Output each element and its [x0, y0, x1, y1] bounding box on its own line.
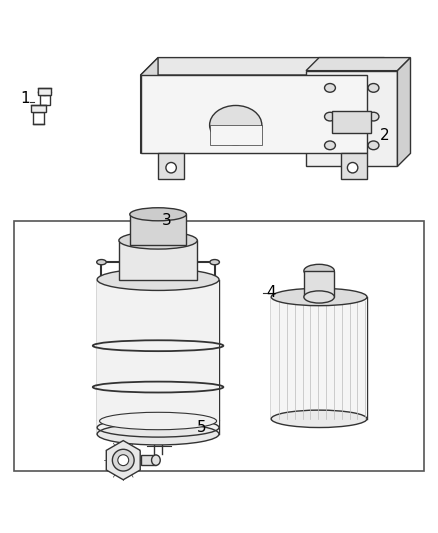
- Polygon shape: [306, 58, 410, 71]
- Ellipse shape: [97, 423, 219, 445]
- Circle shape: [166, 163, 177, 173]
- Ellipse shape: [325, 84, 336, 92]
- Bar: [40, 94, 50, 106]
- Polygon shape: [141, 136, 385, 154]
- Ellipse shape: [325, 141, 336, 150]
- Polygon shape: [141, 75, 367, 154]
- Ellipse shape: [304, 291, 334, 303]
- Bar: [130, 214, 186, 245]
- Ellipse shape: [99, 413, 216, 430]
- Ellipse shape: [271, 410, 367, 427]
- Bar: [14, 221, 424, 471]
- Bar: [31, 106, 46, 112]
- Ellipse shape: [368, 112, 379, 121]
- Polygon shape: [271, 297, 367, 419]
- Polygon shape: [397, 58, 410, 166]
- Polygon shape: [306, 71, 397, 166]
- Ellipse shape: [119, 232, 197, 249]
- Polygon shape: [141, 58, 158, 154]
- Bar: [332, 111, 371, 133]
- Bar: [39, 88, 51, 94]
- Polygon shape: [367, 58, 385, 154]
- Circle shape: [347, 163, 358, 173]
- Circle shape: [118, 455, 129, 466]
- Circle shape: [113, 449, 134, 471]
- Ellipse shape: [97, 269, 219, 290]
- Ellipse shape: [210, 106, 262, 144]
- Ellipse shape: [130, 208, 186, 221]
- Ellipse shape: [152, 455, 160, 465]
- Ellipse shape: [271, 288, 367, 305]
- Ellipse shape: [368, 84, 379, 92]
- Bar: [210, 125, 262, 144]
- Bar: [119, 240, 197, 279]
- Bar: [33, 112, 44, 124]
- Text: 4: 4: [266, 285, 276, 300]
- Bar: [141, 455, 156, 465]
- Ellipse shape: [368, 141, 379, 150]
- Bar: [341, 154, 367, 180]
- Ellipse shape: [210, 260, 219, 265]
- Bar: [304, 271, 334, 297]
- Ellipse shape: [304, 264, 334, 277]
- Text: 5: 5: [197, 420, 206, 435]
- Ellipse shape: [325, 112, 336, 121]
- Polygon shape: [106, 441, 140, 480]
- Polygon shape: [97, 279, 219, 434]
- Text: 2: 2: [380, 128, 389, 143]
- Bar: [158, 154, 184, 180]
- Polygon shape: [141, 58, 385, 75]
- Ellipse shape: [97, 260, 106, 265]
- Text: 3: 3: [162, 213, 172, 228]
- Text: 1: 1: [21, 92, 30, 107]
